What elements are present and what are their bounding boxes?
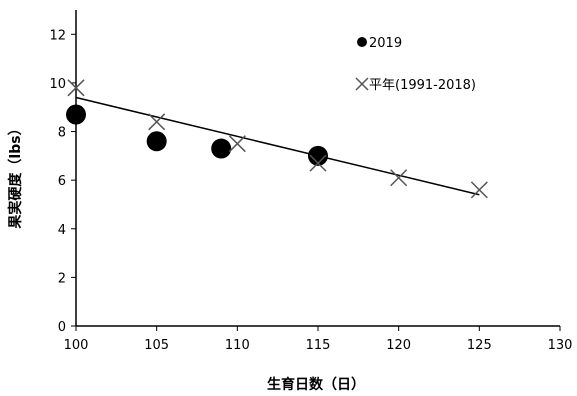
axes	[75, 10, 560, 327]
legend: 2019 平年(1991-2018)	[355, 36, 476, 93]
normal-year-point-stroke	[228, 135, 246, 153]
normal-year-point-stroke	[390, 169, 408, 187]
legend-label-normal-year: 平年(1991-2018)	[369, 78, 476, 93]
x-tick-label: 105	[144, 338, 169, 353]
y-tick-label: 4	[58, 223, 66, 238]
y-axis-title: 果実硬度（lbs）	[7, 121, 24, 229]
normal-year-point	[228, 135, 246, 153]
y-tick-label: 8	[58, 126, 66, 141]
normal-year-point	[67, 79, 85, 97]
data-marks	[66, 79, 488, 199]
point-2019	[308, 145, 328, 166]
trendline-group	[75, 96, 480, 196]
x-tick-label: 130	[548, 338, 573, 353]
normal-year-point	[148, 113, 166, 131]
y-tick-label: 0	[58, 320, 66, 335]
legend-label-2019: 2019	[369, 36, 402, 51]
normal-year-point-stroke	[67, 79, 85, 97]
x-tick-label: 110	[225, 338, 250, 353]
point-2019	[146, 131, 167, 152]
legend-marker-normal-year	[355, 77, 369, 91]
legend-marker-normal-year-stroke	[355, 77, 369, 91]
x-tick-label: 100	[64, 338, 89, 353]
x-tick-label: 120	[386, 338, 411, 353]
point-2019	[66, 104, 86, 125]
legend-marker-2019	[357, 37, 367, 47]
normal-year-point-stroke	[148, 113, 166, 131]
y-tick-label: 6	[58, 174, 66, 189]
x-axis-title: 生育日数（日）	[267, 376, 365, 393]
y-tick-label: 2	[58, 271, 66, 286]
ticks: 100 105 110 115 120 125 130 0 2 4 6 8 10 12	[49, 28, 572, 353]
normal-year-point	[470, 181, 488, 199]
x-tick-label: 125	[467, 338, 492, 353]
y-tick-label: 10	[49, 77, 66, 92]
normal-year-point-stroke	[470, 181, 488, 199]
normal-year-point	[309, 154, 327, 172]
normal-year-point	[390, 169, 408, 187]
trendline	[75, 96, 480, 196]
x-tick-label: 115	[306, 338, 331, 353]
y-tick-label: 12	[49, 28, 66, 43]
normal-year-point-stroke	[309, 154, 327, 172]
point-2019	[211, 138, 232, 159]
